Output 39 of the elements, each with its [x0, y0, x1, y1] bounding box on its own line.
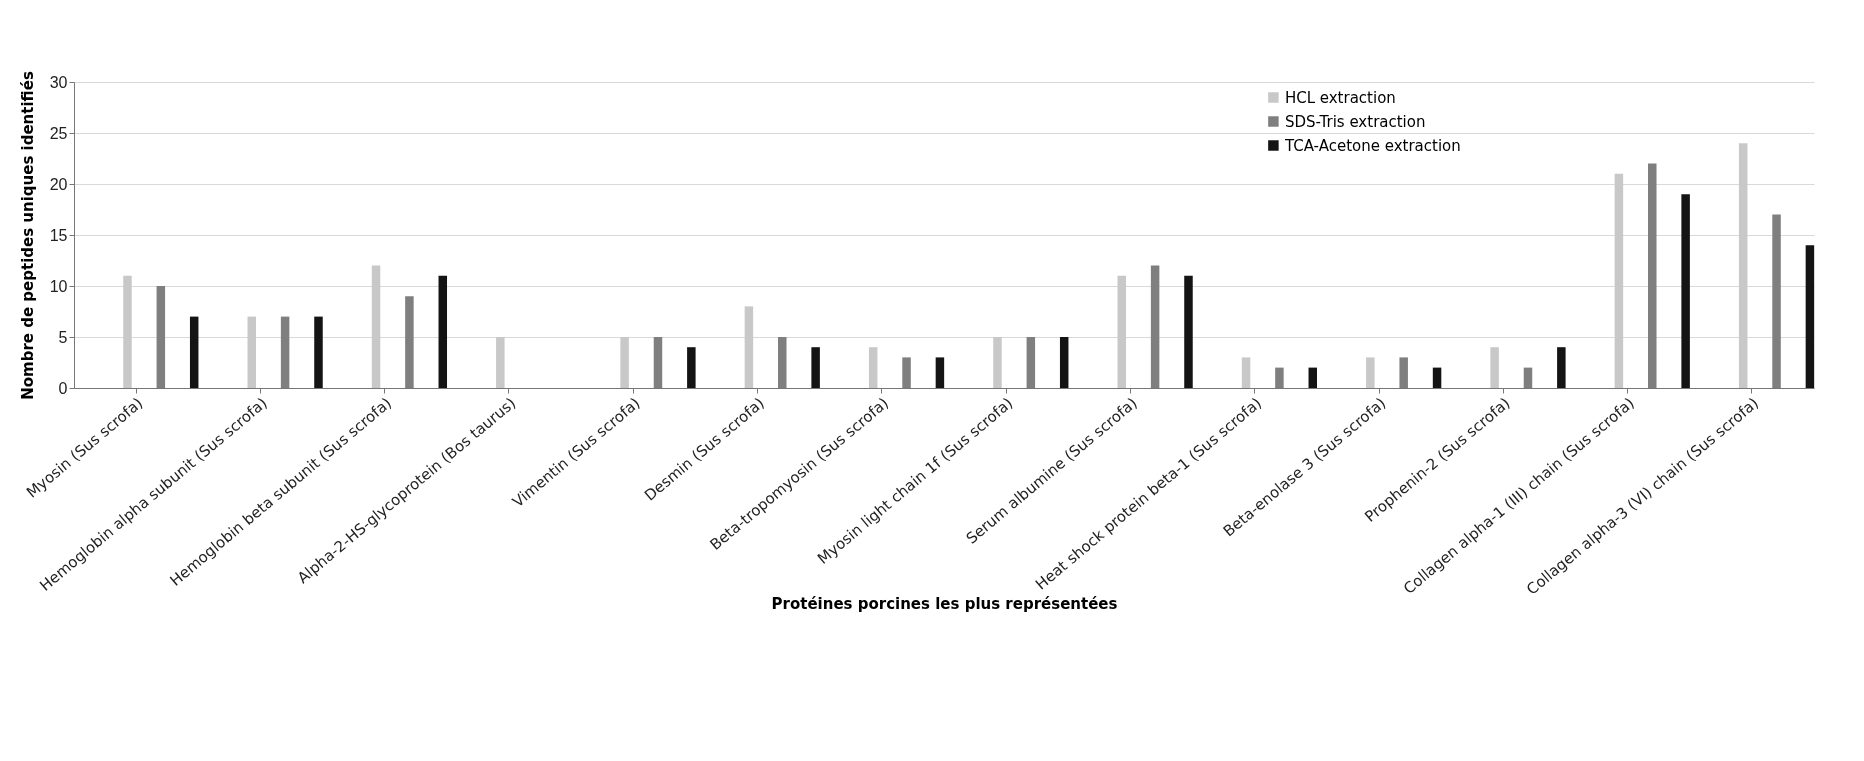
bar — [189, 316, 199, 388]
bar — [1366, 357, 1375, 388]
bar — [1117, 275, 1126, 388]
bar — [935, 357, 945, 388]
y-tick-label: 0 — [58, 379, 68, 397]
y-tick-label: 10 — [49, 277, 68, 295]
bar — [1432, 367, 1442, 388]
bar — [1184, 275, 1193, 388]
bar — [1490, 347, 1499, 388]
legend-label: SDS-Tris extraction — [1284, 112, 1426, 131]
bar — [687, 347, 696, 388]
bar — [1059, 337, 1069, 388]
bar — [438, 275, 448, 388]
bar — [123, 275, 132, 388]
y-tick-label: 20 — [49, 175, 68, 193]
bar — [1738, 143, 1748, 388]
y-tick-label: 5 — [58, 328, 68, 346]
y-tick-label: 30 — [49, 73, 68, 91]
bar — [993, 337, 1002, 388]
bar — [1805, 245, 1815, 388]
bar — [314, 316, 323, 388]
bar — [744, 306, 754, 388]
bar — [620, 337, 629, 388]
y-tick-label: 15 — [49, 226, 68, 244]
bar — [1681, 194, 1690, 388]
bar — [868, 347, 878, 388]
y-axis-title: Nombre de peptides uniques identifiés — [18, 71, 37, 400]
bar — [247, 316, 256, 388]
bar — [1557, 347, 1566, 388]
x-axis-title: Protéines porcines les plus représentées — [771, 594, 1118, 613]
bar — [1308, 367, 1318, 388]
bar — [1241, 357, 1251, 388]
bar — [496, 337, 505, 388]
bar — [811, 347, 820, 388]
bar — [371, 265, 381, 388]
legend-label: HCL extraction — [1284, 88, 1396, 107]
legend-label: TCA-Acetone extraction — [1283, 136, 1461, 155]
bar — [1614, 173, 1624, 388]
y-tick-label: 25 — [49, 124, 68, 142]
